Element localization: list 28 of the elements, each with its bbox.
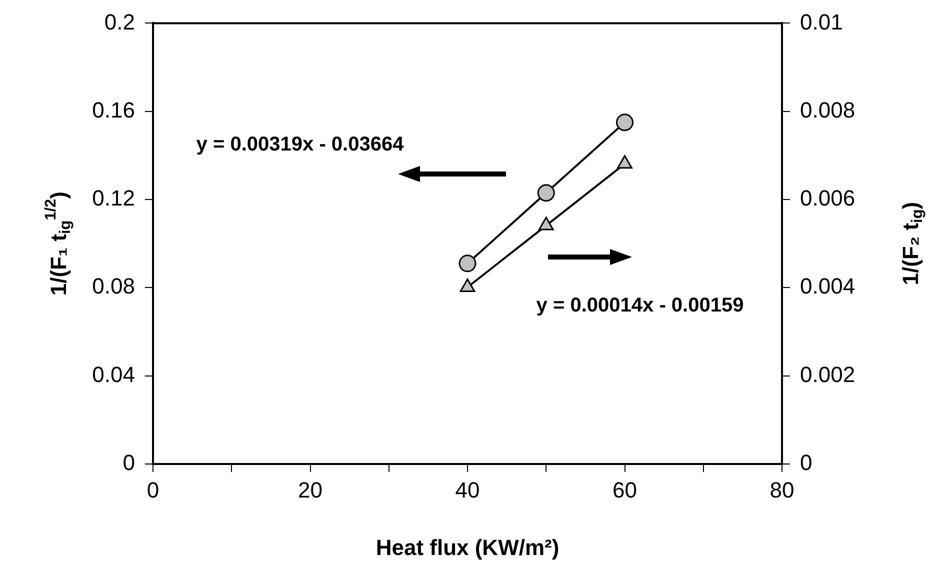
- x-tick-label: 0: [146, 477, 160, 502]
- y-tick-label: 0.12: [92, 186, 135, 211]
- y2-tick-label: 0.002: [800, 362, 856, 387]
- x-tick-label: 80: [770, 477, 794, 502]
- x-tick-label: 20: [298, 477, 322, 502]
- y-tick-label: 0.2: [104, 9, 135, 34]
- annotation: y = 0.00014x - 0.00159: [536, 294, 744, 317]
- x-axis-title: Heat flux (KW/m²): [376, 535, 560, 560]
- y-tick-label: 0.16: [92, 97, 135, 122]
- x-tick-label: 40: [455, 477, 480, 502]
- point: [538, 216, 554, 230]
- y2-tick-label: 0.008: [800, 97, 856, 122]
- point: [460, 278, 476, 292]
- y2-tick-label: 0.006: [800, 186, 856, 211]
- point: [616, 114, 634, 132]
- point: [458, 254, 476, 272]
- y2-tick-label: 0: [800, 450, 812, 476]
- x-tick-label: 60: [612, 477, 637, 502]
- point: [617, 155, 632, 169]
- y-tick-label: 0: [122, 450, 135, 476]
- y2-tick-label: 0.004: [800, 274, 856, 299]
- y2-tick-label: 0.01: [800, 9, 843, 34]
- annotation: y = 0.00319x - 0.03664: [196, 134, 405, 156]
- y-tick-label: 0.04: [92, 362, 135, 387]
- point: [537, 184, 555, 202]
- y-tick-label: 0.08: [92, 274, 135, 299]
- y2-axis-title: 1/(F₂ tig): [898, 202, 926, 286]
- y-axis-title: 1/(F₁ tig1/2): [42, 192, 74, 296]
